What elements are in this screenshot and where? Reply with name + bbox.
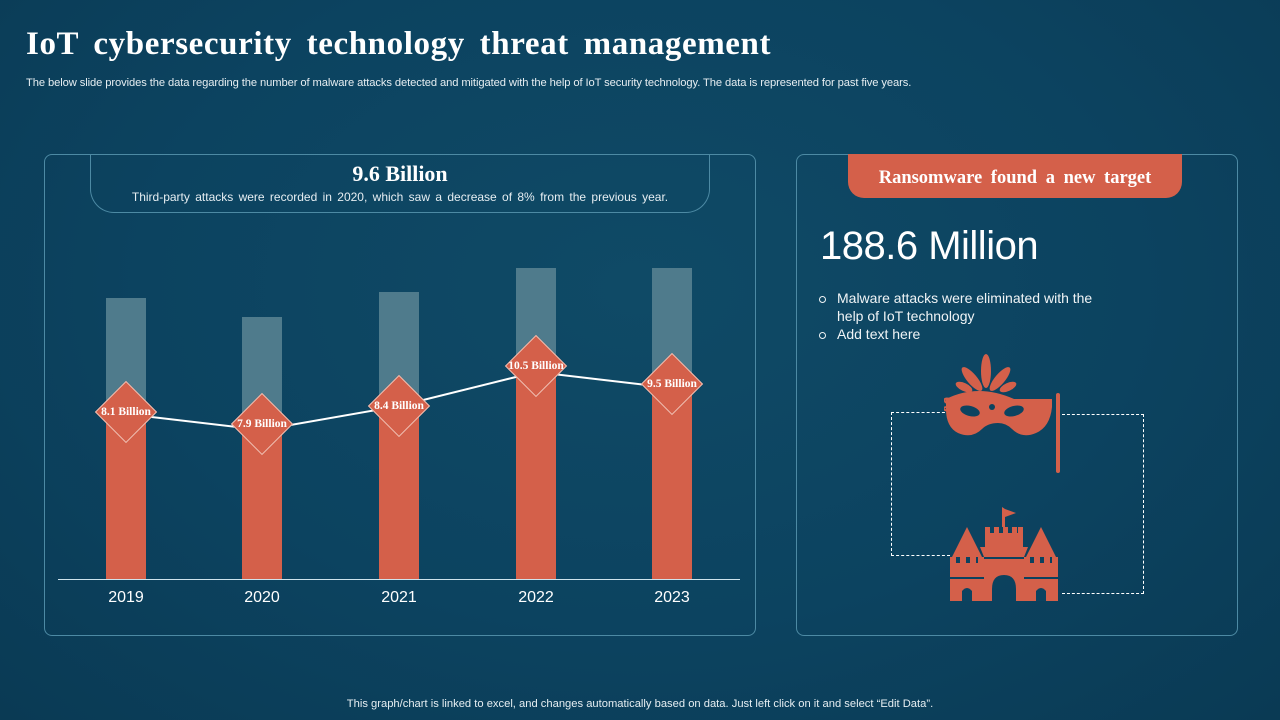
- x-tick-2019: 2019: [108, 589, 144, 606]
- ribbon-label: Ransomware found a new target: [878, 168, 1152, 188]
- bar-value-2022[interactable]: [516, 371, 556, 579]
- chart-panel: [44, 154, 756, 636]
- castle-icon: [950, 507, 1058, 601]
- mask-icon: [944, 354, 1060, 473]
- footer-note: This graph/chart is linked to excel, and…: [346, 698, 934, 710]
- x-tick-2021: 2021: [381, 589, 417, 606]
- bullet-item: Malware attacks were eliminated with the…: [818, 289, 1118, 325]
- bar-value-2023[interactable]: [652, 383, 692, 579]
- highlight-value: 188.6 Million: [820, 224, 1039, 268]
- chart-callout: 9.6 Billion Third-party attacks were rec…: [90, 154, 710, 213]
- x-tick-2020: 2020: [244, 589, 280, 606]
- dashed-connector: [891, 412, 950, 556]
- callout-value: 9.6 Billion: [352, 161, 448, 186]
- data-label-2021: 8.4 Billion: [367, 374, 431, 438]
- x-tick-2023: 2023: [654, 589, 690, 606]
- bar-value-2019[interactable]: [106, 418, 146, 579]
- ribbon-header: Ransomware found a new target: [848, 154, 1182, 198]
- data-label-2023: 9.5 Billion: [640, 352, 704, 416]
- page-title: IoT cybersecurity technology threat mana…: [26, 26, 772, 62]
- x-tick-2022: 2022: [518, 589, 554, 606]
- bullet-list: Malware attacks were eliminated with the…: [818, 289, 1118, 343]
- bullet-item: Add text here: [818, 325, 1118, 343]
- page-subtitle: The below slide provides the data regard…: [26, 77, 912, 89]
- callout-text: Third-party attacks were recorded in 202…: [131, 190, 669, 204]
- dashed-connector: [1062, 414, 1144, 594]
- data-label-2020: 7.9 Billion: [230, 392, 294, 456]
- data-label-2022: 10.5 Billion: [504, 334, 568, 398]
- data-label-2019: 8.1 Billion: [94, 380, 158, 444]
- bar-value-2021[interactable]: [379, 411, 419, 579]
- x-axis: [58, 579, 740, 580]
